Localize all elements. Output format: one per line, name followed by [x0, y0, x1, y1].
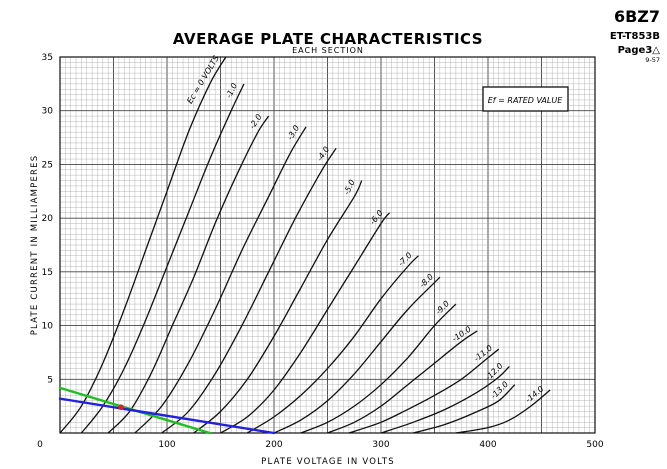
y-tick-label: 20: [42, 214, 54, 224]
curve-label: -9.0: [434, 299, 451, 316]
overlays: [58, 386, 276, 435]
x-tick-label: 0: [37, 440, 43, 450]
grid-bias-curve: [348, 348, 500, 434]
curve-label: -14.0: [524, 384, 546, 404]
grid-bias-curve: [134, 126, 307, 434]
y-tick-label: 30: [42, 107, 54, 117]
y-tick-label: 35: [42, 53, 53, 63]
curve-label: -6.0: [368, 209, 385, 227]
x-tick-label: 200: [265, 440, 282, 450]
grid-bias-curve: [327, 330, 478, 434]
grid-bias-curve: [80, 83, 245, 434]
rated-value-box: Ef = RATED VALUE: [482, 86, 569, 112]
page-number: Page3△: [618, 45, 661, 56]
grid-bias-curve: [220, 212, 391, 434]
curve-label: -4.0: [315, 145, 331, 163]
tick-labels: 0 100 200 300 400 500 5 10 15 20 25 30 35: [37, 53, 604, 450]
chart-title: AVERAGE PLATE CHARACTERISTICS: [173, 30, 483, 48]
grid-bias-curve: [273, 276, 441, 434]
y-tick-label: 5: [47, 375, 53, 385]
curve-label: -7.0: [396, 251, 413, 268]
x-tick-label: 400: [479, 440, 496, 450]
y-tick-label: 15: [42, 268, 53, 278]
grid-bias-curve: [412, 384, 516, 434]
grid-bias-curve: [455, 389, 551, 434]
grid-bias-curve: [246, 255, 419, 434]
grid-bias-curve: [107, 115, 270, 434]
grid-bias-curve: [193, 180, 363, 434]
y-tick-label: 25: [42, 160, 53, 170]
y-axis-label: PLATE CURRENT IN MILLIAMPERES: [30, 155, 40, 336]
curve-label: -8.0: [418, 272, 435, 289]
chart-subtitle: EACH SECTION: [292, 46, 364, 55]
curve-label: -11.0: [472, 343, 494, 363]
tube-number: 6BZ7: [614, 7, 660, 26]
x-tick-label: 100: [158, 440, 175, 450]
x-axis-label: PLATE VOLTAGE IN VOLTS: [261, 457, 395, 467]
rated-value-text: Ef = RATED VALUE: [488, 96, 563, 105]
x-tick-label: 300: [372, 440, 389, 450]
load-line: [58, 397, 276, 435]
operating-point-marker: [118, 404, 124, 411]
curve-label: -5.0: [342, 178, 357, 196]
doc-date: 9-57: [645, 56, 660, 64]
grid-bias-curve: [161, 147, 337, 434]
curve-label: -1.0: [224, 82, 239, 100]
doc-code: ET-T853B: [610, 31, 660, 42]
x-tick-label: 500: [586, 440, 603, 450]
grid: [59, 56, 596, 434]
grid-bias-curve: [300, 303, 457, 434]
grid-bias-curve: [380, 365, 510, 434]
y-tick-label: 10: [42, 322, 54, 332]
